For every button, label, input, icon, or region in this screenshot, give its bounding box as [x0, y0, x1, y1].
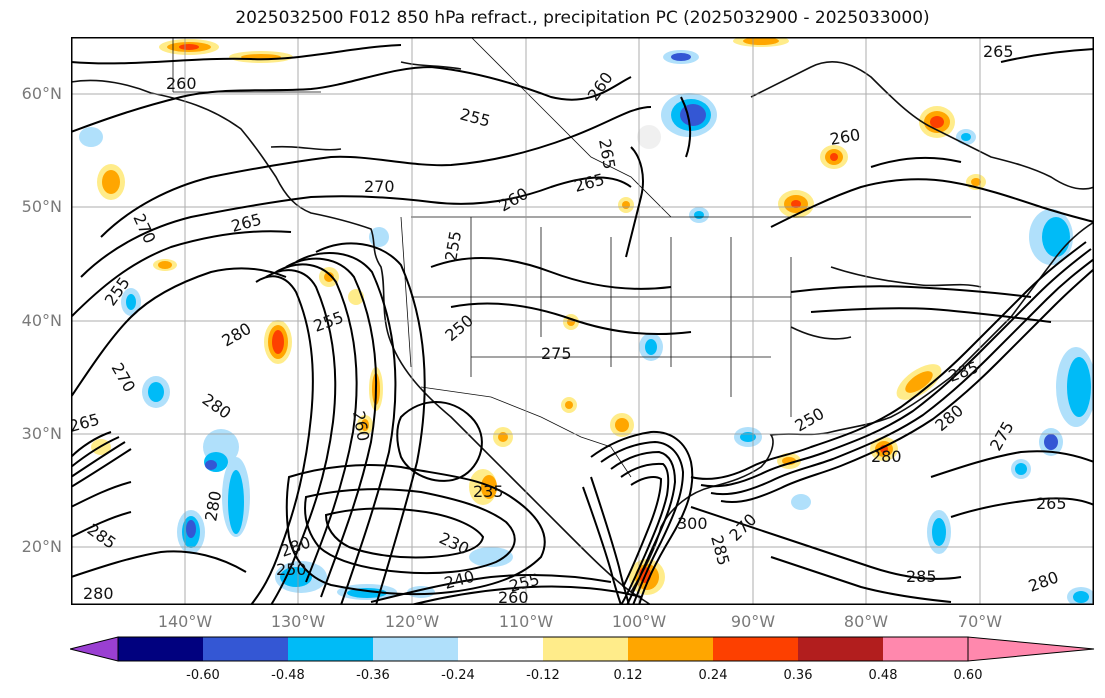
lat-label-60n: 60°N [21, 84, 62, 103]
contour-label: 280 [871, 447, 902, 466]
contour-label: 265 [1036, 494, 1067, 513]
colorbar-extend-low [70, 636, 119, 662]
colorbar-extend-high-outline [967, 636, 1095, 662]
colorbar [70, 636, 1095, 662]
colorbar-tick: -0.60 [186, 668, 220, 683]
graticule [71, 37, 1094, 605]
colorbar-bin [628, 637, 713, 661]
lon-label-70w: 70°W [957, 612, 1003, 631]
contour-label: 270 [364, 177, 395, 196]
map-title: 2025032500 F012 850 hPa refract., precip… [235, 8, 930, 28]
colorbar-bin [458, 637, 543, 661]
colorbar-tick: -0.24 [441, 668, 475, 683]
map-panel[interactable]: 260 265 255 260 265 260 265 270 260 265 … [71, 37, 1094, 605]
contour-label: 265 [983, 42, 1014, 61]
lon-label-90w: 90°W [730, 612, 776, 631]
contour-labels: 260 265 255 260 265 260 265 270 260 265 … [71, 42, 1067, 605]
contour-label: 250 [276, 560, 307, 579]
refractivity-contours [71, 44, 1094, 605]
lat-label-20n: 20°N [21, 537, 62, 556]
colorbar-bin [798, 637, 883, 661]
map-canvas: 260 265 255 260 265 260 265 270 260 265 … [71, 37, 1094, 605]
lat-label-50n: 50°N [21, 197, 62, 216]
colorbar-tick: -0.36 [356, 668, 390, 683]
lon-label-130w: 130°W [270, 612, 326, 631]
contour-label: 260 [498, 588, 529, 605]
colorbar-tick: 0.12 [613, 668, 643, 683]
contour-label: 275 [541, 344, 572, 363]
contour-label: 285 [906, 567, 937, 586]
colorbar-bin [118, 637, 203, 661]
colorbar-bin [543, 637, 628, 661]
contour-label: 280 [83, 584, 114, 603]
colorbar-tick: -0.48 [271, 668, 305, 683]
colorbar-bin [713, 637, 798, 661]
colorbar-tick: 0.36 [783, 668, 813, 683]
colorbar-tick: -0.12 [526, 668, 560, 683]
map-frame [71, 37, 1094, 605]
colorbar-tick: 0.60 [953, 668, 983, 683]
lon-label-120w: 120°W [384, 612, 440, 631]
colorbar-tick: 0.24 [698, 668, 728, 683]
contour-label: 235 [473, 482, 504, 501]
colorbar-bin [373, 637, 458, 661]
lat-label-40n: 40°N [21, 311, 62, 330]
colorbar-extend-high [968, 637, 1094, 661]
lon-label-80w: 80°W [843, 612, 889, 631]
colorbar-tick: 0.48 [868, 668, 898, 683]
political-borders [172, 37, 971, 478]
lon-label-110w: 110°W [498, 612, 554, 631]
lat-label-30n: 30°N [21, 424, 62, 443]
colorbar-bin [203, 637, 288, 661]
lon-label-100w: 100°W [611, 612, 667, 631]
lon-label-140w: 140°W [157, 612, 213, 631]
colorbar-bin [288, 637, 373, 661]
contour-label: 300 [677, 514, 708, 533]
colorbar-bin [883, 637, 968, 661]
contour-label: 260 [166, 74, 197, 93]
